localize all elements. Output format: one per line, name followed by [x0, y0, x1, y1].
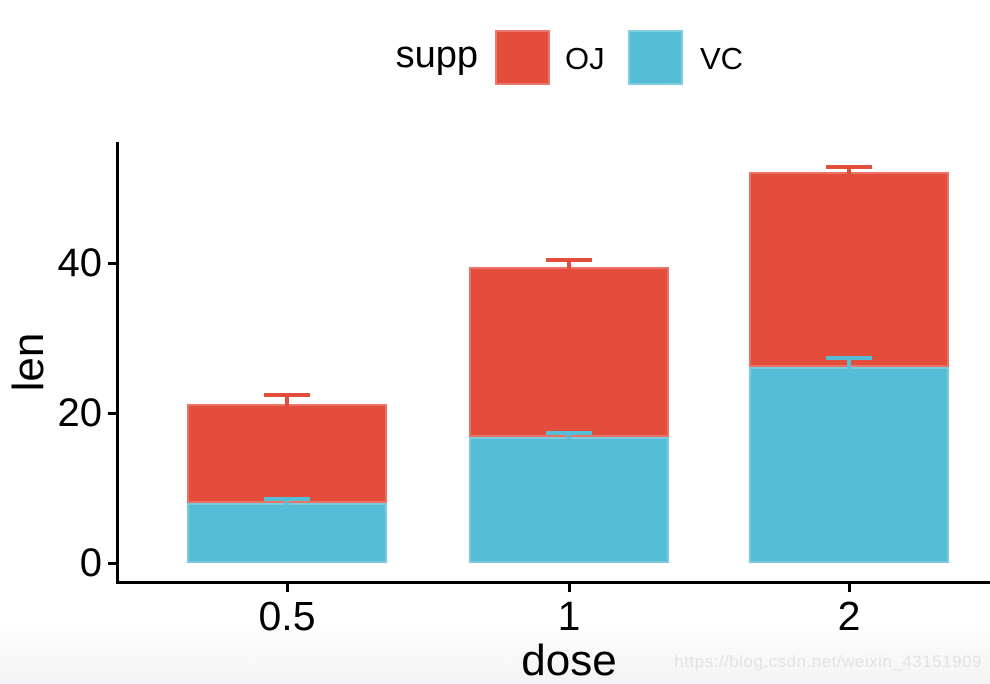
bar-1-oj-segment [469, 266, 669, 438]
errorbar-oj-cap-0.5 [264, 393, 310, 398]
x-tick-label-1: 1 [557, 593, 581, 639]
bar-0.5-oj-segment [187, 403, 387, 504]
bar-1-vc-segment [469, 437, 669, 563]
errorbar-oj-stem-1 [567, 257, 571, 274]
y-tick-label-20: 20 [57, 391, 103, 435]
legend-key-oj [495, 30, 550, 85]
legend-label-oj: OJ [565, 41, 605, 76]
legend-label-vc: VC [700, 41, 744, 76]
bar-0.5-vc-segment [187, 503, 387, 563]
legend-key-vc [628, 30, 683, 85]
errorbar-oj-cap-2 [826, 165, 872, 170]
errorbar-vc-cap-2 [826, 355, 872, 360]
x-axis-title: dose [521, 636, 617, 684]
x-tick-label-0.5: 0.5 [258, 593, 316, 639]
watermark: https://blog.csdn.net/weixin_43151909 [674, 652, 982, 671]
errorbar-vc-stem-0.5 [285, 496, 289, 511]
x-tick-0.5 [286, 584, 289, 592]
y-axis-line [116, 142, 119, 584]
y-tick-0 [108, 562, 116, 565]
errorbar-vc-stem-1 [567, 431, 571, 445]
x-tick-1 [568, 584, 571, 592]
errorbar-oj-stem-2 [847, 165, 851, 179]
errorbar-oj-cap-1 [546, 257, 592, 262]
y-tick-label-0: 0 [79, 541, 102, 585]
errorbar-vc-stem-2 [847, 355, 851, 374]
bar-2-vc-segment [749, 366, 949, 563]
errorbar-vc-cap-1 [546, 431, 592, 436]
x-axis-line [116, 581, 990, 584]
bar-2-oj-segment [749, 171, 949, 367]
x-tick-label-2: 2 [837, 593, 861, 639]
y-axis-title: len [4, 332, 53, 392]
x-tick-2 [848, 584, 851, 592]
legend-title: supp [395, 34, 478, 76]
y-tick-20 [108, 412, 116, 415]
errorbar-vc-cap-0.5 [264, 496, 310, 501]
y-tick-label-40: 40 [57, 241, 103, 285]
y-tick-40 [108, 262, 116, 265]
errorbar-oj-stem-0.5 [285, 393, 289, 411]
